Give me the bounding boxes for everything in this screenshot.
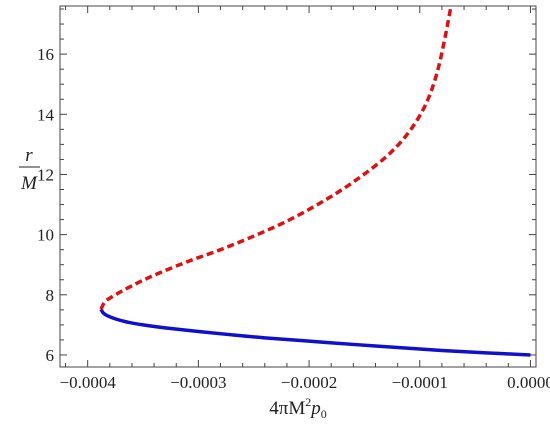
plot-frame — [59, 5, 537, 368]
y-tick-label: 16 — [37, 45, 54, 64]
y-axis-label-denominator: M — [20, 173, 38, 194]
series-dashed-red-line — [99, 7, 453, 311]
y-tick-label: 10 — [37, 226, 54, 245]
x-tick-label: −0.0002 — [281, 373, 337, 392]
x-axis-label-sup: 2 — [305, 395, 311, 409]
x-axis-label-prefix: 4πM — [269, 398, 305, 419]
x-axis-label: 4πM2p0 — [269, 395, 327, 421]
y-tick-label: 14 — [37, 105, 55, 124]
x-axis-label-p: p — [309, 398, 321, 419]
x-tick-label: −0.0003 — [170, 373, 226, 392]
x-tick-label: −0.0001 — [392, 373, 448, 392]
y-axis-label-numerator: r — [25, 145, 33, 166]
y-tick-label: 8 — [46, 286, 55, 305]
x-tick-label: 0.0000 — [507, 373, 550, 392]
y-tick-label: 6 — [46, 346, 55, 365]
x-tick-label: −0.0004 — [60, 373, 117, 392]
y-tick-label: 12 — [37, 165, 54, 184]
x-axis-label-sub: 0 — [321, 407, 327, 421]
ticks-layer: −0.0004 −0.0003 −0.0002 −0.0001 0.0000 6 8 10 12… — [37, 6, 550, 392]
series-layer — [99, 7, 531, 357]
series-solid-blue-line — [99, 308, 531, 357]
y-axis-label: r M — [19, 145, 40, 194]
